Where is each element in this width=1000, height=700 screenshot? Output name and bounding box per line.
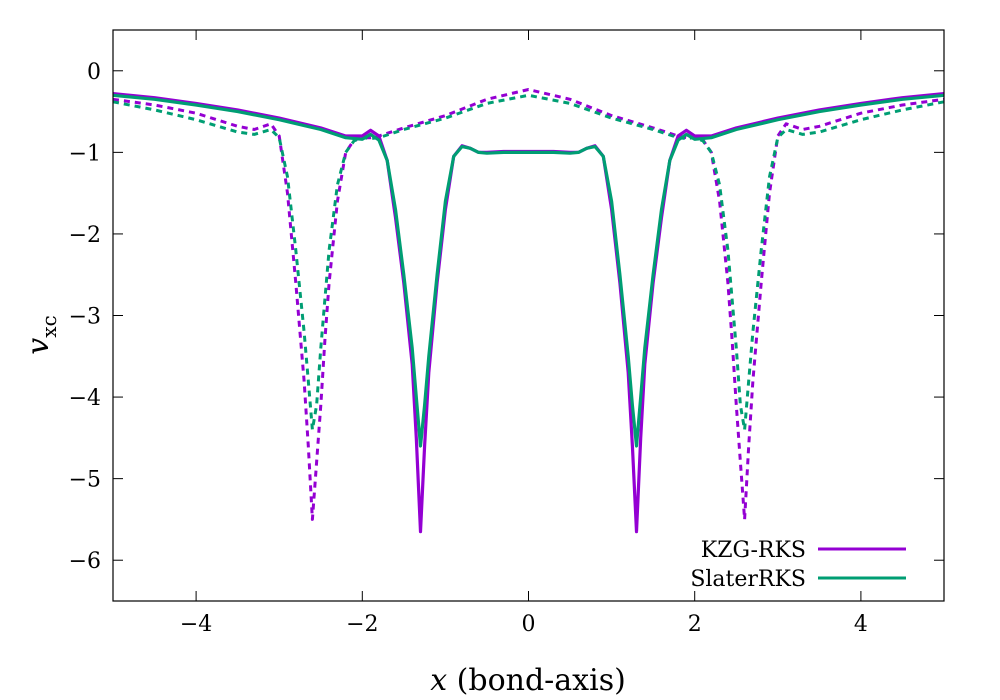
series-line-slaterrks [112,93,945,448]
y-axis-label-var: v [21,338,56,355]
y-tick-label: −3 [69,305,101,330]
legend-label-kzg-rks: KZG-RKS [701,538,806,563]
plot-frame [112,29,945,602]
y-axis-label-sub: xc [37,315,61,337]
series-line-series-2-dashed [112,88,945,521]
y-tick-label: −6 [69,549,101,574]
x-axis-label-rest: (bond-axis) [447,663,626,698]
x-axis-label: x (bond-axis) [430,663,626,698]
y-tick-label: −1 [69,141,101,166]
legend-label-slaterrks: SlaterRKS [690,567,806,592]
plot-area [112,88,945,534]
x-tick-label: 0 [522,612,536,637]
x-tick-label: 2 [688,612,702,637]
y-tick-label: −5 [69,468,101,493]
y-tick-label: −4 [69,386,101,411]
x-tick-label: −4 [180,612,212,637]
y-tick-label: −2 [69,223,101,248]
series-line-series-3-dashed [112,93,945,432]
series-line-kzg-rks [112,92,945,534]
legend: KZG-RKS SlaterRKS [690,538,906,592]
x-tick-label: 4 [854,612,868,637]
y-tick-label: 0 [87,60,101,85]
axis-ticks: −4 −2 0 2 4 0 −1 −2 −3 −4 −5 −6 [69,30,944,637]
y-axis-label: vxc [21,315,61,354]
x-tick-label: −2 [346,612,378,637]
x-axis-label-var: x [430,663,447,698]
